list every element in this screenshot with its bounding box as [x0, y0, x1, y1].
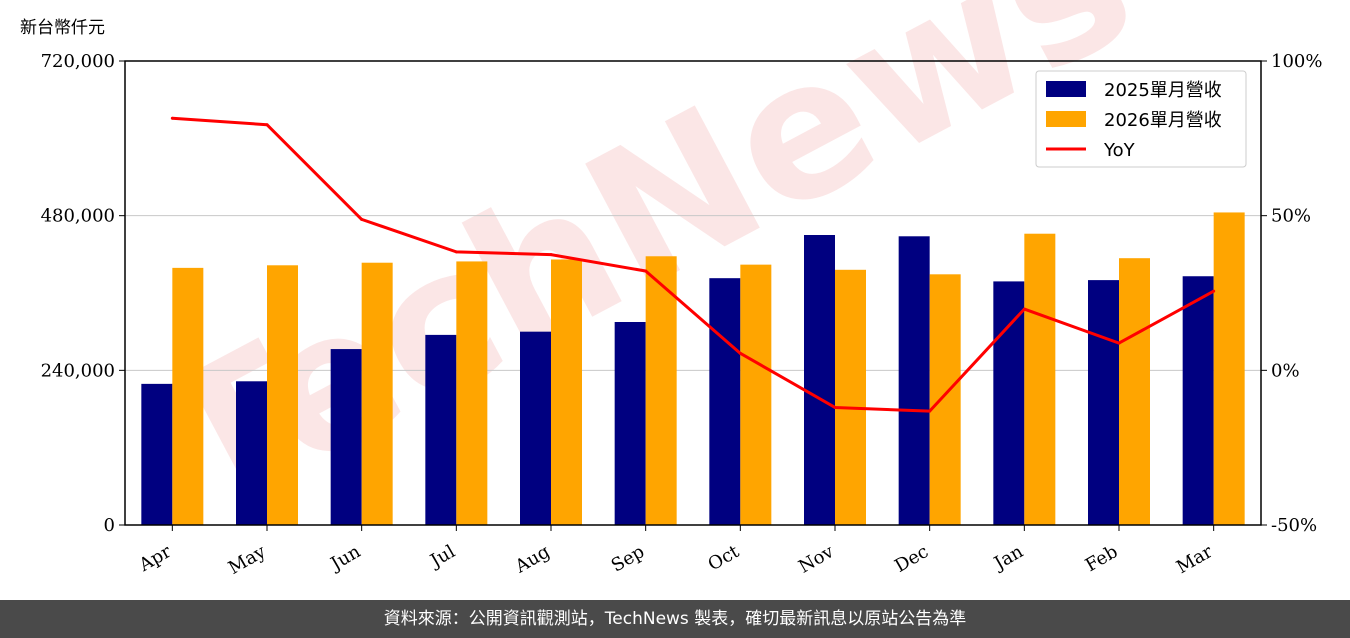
yoy-series-line: [172, 116, 1215, 413]
legend-label-2026: 2026單月營收: [1104, 110, 1222, 131]
right-tick-label: -50%: [1271, 515, 1317, 536]
plot-frame: [124, 60, 1262, 526]
x-tick-label: Jun: [326, 541, 365, 576]
bar-2026-jul: [456, 261, 488, 525]
bar-2026-nov: [835, 269, 866, 525]
bar-2025-jan: [993, 281, 1025, 525]
bar-2026-jan: [1024, 233, 1056, 525]
legend-label-2025: 2025單月營收: [1104, 80, 1222, 101]
legend-swatch-2025: [1046, 81, 1086, 97]
bar-2026-mar: [1213, 212, 1245, 525]
yoy-point-mar: [1212, 289, 1216, 293]
right-tick-label: 0%: [1271, 360, 1300, 381]
x-tick-label: Mar: [1173, 541, 1217, 578]
bar-2026-oct: [740, 264, 772, 525]
bar-2025-jun: [330, 349, 362, 525]
left-tick-label: 480,000: [41, 206, 115, 227]
bar-2026-may: [267, 265, 298, 525]
bar-2025-oct: [709, 278, 741, 525]
bar-2026-feb: [1119, 258, 1150, 525]
left-tick-label: 720,000: [41, 51, 115, 72]
yoy-point-jan: [1022, 307, 1026, 311]
bar-2026-sep: [645, 256, 677, 525]
x-tick-label: Apr: [135, 541, 175, 576]
source-footer: 資料來源：公開資訊觀測站，TechNews 製表，確切最新訊息以原站公告為準: [0, 600, 1350, 638]
bar-2026-apr: [172, 267, 204, 525]
legend-label-yoy: YoY: [1103, 140, 1136, 161]
gridlines: [125, 215, 1261, 371]
yoy-point-dec: [928, 409, 932, 413]
x-tick-label: Dec: [891, 541, 932, 577]
x-tick-label: Jul: [425, 541, 459, 573]
yoy-line: [170, 116, 1216, 413]
yoy-point-oct: [738, 351, 742, 355]
yoy-point-feb: [1117, 341, 1121, 345]
unit-label: 新台幣仟元: [20, 18, 105, 38]
bar-2025-sep: [614, 322, 646, 525]
left-tick-label: 0: [104, 515, 115, 536]
right-tick-label: 100%: [1271, 51, 1322, 72]
bar-2026-dec: [929, 274, 961, 525]
yoy-point-aug: [549, 253, 553, 257]
yoy-point-sep: [644, 269, 648, 273]
legend-swatch-2026: [1046, 111, 1086, 127]
left-tick-label: 240,000: [41, 360, 115, 381]
bar-2025-mar: [1182, 276, 1214, 525]
yoy-point-nov: [833, 405, 837, 409]
revenue-chart: TechNews 新台幣仟元 0240,000480,000720,000-50…: [20, 0, 1322, 579]
legend-box: [1035, 70, 1247, 168]
legend: 2025單月營收 2026單月營收 YoY: [1035, 70, 1247, 168]
bars: [141, 212, 1245, 526]
x-tick-label: Aug: [511, 541, 554, 578]
bar-2025-dec: [898, 236, 930, 526]
yoy-point-jul: [454, 250, 458, 254]
bar-2025-nov: [804, 235, 835, 525]
x-tick-label: Nov: [795, 541, 838, 578]
bar-2025-aug: [520, 331, 551, 525]
bar-2025-feb: [1088, 280, 1119, 525]
yoy-point-apr: [170, 116, 174, 120]
right-tick-label: 50%: [1271, 206, 1311, 227]
yoy-point-jun: [360, 217, 364, 221]
yoy-point-may: [265, 123, 269, 127]
bar-2026-aug: [551, 259, 582, 525]
bar-2025-apr: [141, 383, 173, 525]
x-tick-label: Jan: [989, 541, 1027, 575]
bar-2025-may: [236, 381, 267, 525]
x-tick-label: Feb: [1082, 541, 1122, 576]
x-tick-label: Sep: [608, 541, 648, 576]
bar-2026-jun: [361, 262, 393, 525]
x-tick-label: Oct: [705, 541, 744, 576]
bar-2025-jul: [425, 334, 457, 525]
